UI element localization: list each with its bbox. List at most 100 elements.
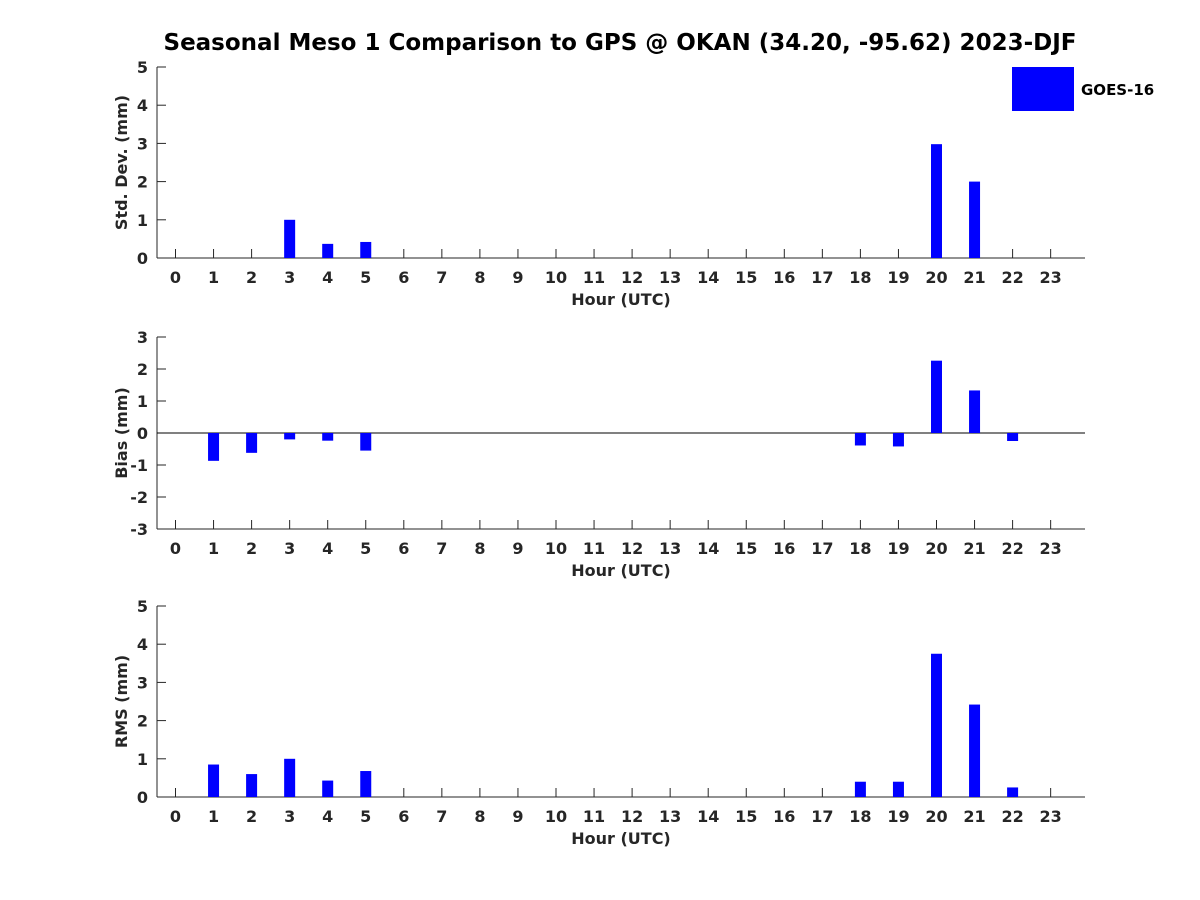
panel-2-y-tick-label: 2: [137, 360, 148, 379]
panel-3-x-tick-label: 23: [1040, 807, 1062, 826]
panel-3-bar: [246, 774, 258, 797]
panel-3-x-tick-label: 22: [1001, 807, 1023, 826]
panel-3-x-tick-label: 19: [887, 807, 909, 826]
panel-3-bar: [284, 758, 296, 797]
panel-1-x-tick-label: 17: [811, 268, 833, 287]
panel-1-x-tick-label: 14: [697, 268, 719, 287]
panel-2-bar: [208, 433, 220, 461]
panel-2-x-tick-label: 2: [246, 539, 257, 558]
panel-2-x-tick-label: 21: [963, 539, 985, 558]
panel-2-x-tick-label: 13: [659, 539, 681, 558]
panel-3-bar: [969, 704, 981, 797]
panel-1-x-tick-label: 21: [963, 268, 985, 287]
panel-2-bar: [246, 433, 258, 453]
panel-2-x-tick-label: 10: [545, 539, 567, 558]
panel-3-x-tick-label: 1: [208, 807, 219, 826]
panel-3-y-tick-label: 1: [137, 750, 148, 769]
panel-2-y-tick-label: 0: [137, 424, 148, 443]
panel-1-y-tick-label: 3: [137, 134, 148, 153]
chart-title: Seasonal Meso 1 Comparison to GPS @ OKAN…: [163, 30, 1077, 56]
panel-3-x-tick-label: 8: [474, 807, 485, 826]
panel-2-x-tick-label: 20: [925, 539, 947, 558]
panel-3-x-tick-label: 0: [170, 807, 181, 826]
panel-1-y-tick-label: 1: [137, 211, 148, 230]
panel-2-bar: [892, 433, 904, 447]
panel-1-bar: [969, 181, 981, 258]
panel-1-x-tick-label: 19: [887, 268, 909, 287]
panel-2-x-tick-label: 15: [735, 539, 757, 558]
panel-3-bar: [322, 780, 334, 797]
panel-1-x-tick-label: 11: [583, 268, 605, 287]
panel-2-x-tick-label: 19: [887, 539, 909, 558]
panel-2-y-axis-label: Bias (mm): [112, 387, 131, 479]
panel-3-x-tick-label: 13: [659, 807, 681, 826]
panel-1-x-tick-label: 4: [322, 268, 333, 287]
panel-1-x-tick-label: 13: [659, 268, 681, 287]
panel-3-x-tick-label: 15: [735, 807, 757, 826]
panel-2-bar: [284, 433, 296, 440]
panel-2-x-tick-label: 14: [697, 539, 719, 558]
panel-2-x-tick-label: 22: [1001, 539, 1023, 558]
panel-2-x-tick-label: 18: [849, 539, 871, 558]
panel-2-y-tick-label: -1: [130, 456, 148, 475]
panel-2-x-tick-label: 0: [170, 539, 181, 558]
panel-2-x-tick-label: 4: [322, 539, 333, 558]
panel-3-y-tick-label: 0: [137, 788, 148, 807]
panel-1-x-tick-label: 15: [735, 268, 757, 287]
panel-2-y-tick-label: 1: [137, 392, 148, 411]
panel-3-x-tick-label: 3: [284, 807, 295, 826]
panel-3-x-tick-label: 17: [811, 807, 833, 826]
panel-3-bar: [892, 781, 904, 797]
panel-3-y-tick-label: 2: [137, 712, 148, 731]
legend-label: GOES-16: [1081, 81, 1155, 99]
panel-3-x-tick-label: 14: [697, 807, 719, 826]
panel-2-y-tick-label: -3: [130, 520, 148, 539]
panel-1-y-tick-label: 2: [137, 173, 148, 192]
panel-3-x-tick-label: 11: [583, 807, 605, 826]
panel-2-x-tick-label: 23: [1040, 539, 1062, 558]
panel-3-x-tick-label: 20: [925, 807, 947, 826]
panel-1-x-tick-label: 23: [1040, 268, 1062, 287]
panel-3-x-tick-label: 9: [512, 807, 523, 826]
panel-2-bar: [854, 433, 866, 446]
panel-2-y-tick-label: 3: [137, 328, 148, 347]
panel-3-x-tick-label: 16: [773, 807, 795, 826]
panel-2-x-tick-label: 11: [583, 539, 605, 558]
legend-swatch: [1012, 67, 1074, 111]
panel-2-bar: [1007, 433, 1019, 441]
panel-1-x-tick-label: 7: [436, 268, 447, 287]
panel-3-x-tick-label: 12: [621, 807, 643, 826]
panel-1-x-tick-label: 0: [170, 268, 181, 287]
panel-1-x-tick-label: 10: [545, 268, 567, 287]
panel-3-x-tick-label: 7: [436, 807, 447, 826]
panel-3-bar: [1007, 787, 1019, 797]
panel-3-bar: [854, 781, 866, 797]
panel-1-bar: [322, 243, 334, 258]
panel-2-bar: [360, 433, 372, 451]
panel-2-bar: [931, 360, 942, 433]
panel-1-bar: [284, 219, 296, 258]
panel-2-bar: [969, 390, 981, 433]
panel-1-x-tick-label: 3: [284, 268, 295, 287]
panel-1-y-tick-label: 5: [137, 58, 148, 77]
panel-1-x-tick-label: 18: [849, 268, 871, 287]
panel-2-bar: [322, 433, 334, 441]
panel-1-x-tick-label: 5: [360, 268, 371, 287]
panel-1-bar: [360, 241, 372, 258]
panel-1-y-tick-label: 4: [137, 96, 148, 115]
panel-2-x-tick-label: 3: [284, 539, 295, 558]
panel-2-x-tick-label: 17: [811, 539, 833, 558]
panel-3-x-axis-label: Hour (UTC): [571, 829, 671, 848]
panel-1-x-tick-label: 22: [1001, 268, 1023, 287]
panel-2-x-tick-label: 12: [621, 539, 643, 558]
panel-3-x-tick-label: 10: [545, 807, 567, 826]
panel-1-x-tick-label: 6: [398, 268, 409, 287]
panel-3-x-tick-label: 6: [398, 807, 409, 826]
panel-1-x-tick-label: 9: [512, 268, 523, 287]
panel-2-x-tick-label: 5: [360, 539, 371, 558]
panel-1-x-tick-label: 8: [474, 268, 485, 287]
panel-2-x-tick-label: 8: [474, 539, 485, 558]
panel-2-x-tick-label: 6: [398, 539, 409, 558]
panel-1-bar: [931, 144, 942, 258]
